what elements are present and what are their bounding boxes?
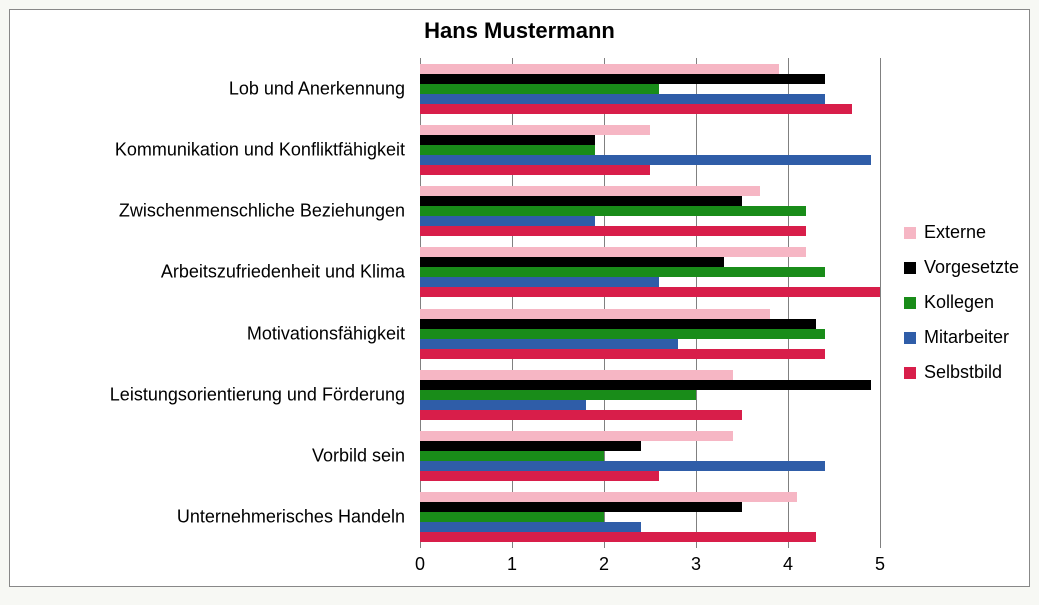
bar: [420, 502, 742, 512]
bar: [420, 380, 871, 390]
category-label: Motivationsfähigkeit: [10, 323, 405, 344]
legend-label: Mitarbeiter: [924, 327, 1009, 348]
gridline: [880, 58, 881, 548]
gridline: [696, 58, 697, 548]
bar: [420, 145, 595, 155]
bar: [420, 155, 871, 165]
legend-item: Mitarbeiter: [904, 327, 1019, 348]
bar: [420, 390, 696, 400]
bar: [420, 165, 650, 175]
bar: [420, 247, 806, 257]
chart-title: Hans Mustermann: [10, 18, 1029, 44]
bar: [420, 451, 604, 461]
gridline: [788, 58, 789, 548]
legend-item: Kollegen: [904, 292, 1019, 313]
bar: [420, 196, 742, 206]
x-tick-label: 5: [875, 554, 885, 575]
x-tick-label: 2: [599, 554, 609, 575]
bar: [420, 104, 852, 114]
bar: [420, 309, 770, 319]
category-label: Vorbild sein: [10, 446, 405, 467]
category-label: Kommunikation und Konfliktfähigkeit: [10, 139, 405, 160]
bar: [420, 329, 825, 339]
category-label: Lob und Anerkennung: [10, 78, 405, 99]
x-tick-label: 3: [691, 554, 701, 575]
legend-label: Externe: [924, 222, 986, 243]
bar: [420, 135, 595, 145]
bar: [420, 400, 586, 410]
bar: [420, 441, 641, 451]
legend-item: Selbstbild: [904, 362, 1019, 383]
bar: [420, 74, 825, 84]
x-tick-label: 1: [507, 554, 517, 575]
bar: [420, 267, 825, 277]
bar: [420, 257, 724, 267]
bar: [420, 532, 816, 542]
bar: [420, 492, 797, 502]
category-label: Arbeitszufriedenheit und Klima: [10, 262, 405, 283]
x-tick-label: 0: [415, 554, 425, 575]
legend-swatch: [904, 332, 916, 344]
bar: [420, 64, 779, 74]
bar: [420, 431, 733, 441]
bar: [420, 349, 825, 359]
category-label: Leistungsorientierung und Förderung: [10, 384, 405, 405]
legend-label: Kollegen: [924, 292, 994, 313]
bar: [420, 339, 678, 349]
bar: [420, 522, 641, 532]
bar: [420, 84, 659, 94]
bar: [420, 226, 806, 236]
bar: [420, 370, 733, 380]
plot-area: [420, 58, 880, 548]
legend-item: Externe: [904, 222, 1019, 243]
legend-swatch: [904, 297, 916, 309]
x-tick-label: 4: [783, 554, 793, 575]
bar: [420, 461, 825, 471]
legend-swatch: [904, 227, 916, 239]
bar: [420, 125, 650, 135]
category-label: Zwischenmenschliche Beziehungen: [10, 201, 405, 222]
chart-container: Hans Mustermann 0 1 2 3 4 5 Lob und Anerkennu…: [9, 9, 1030, 587]
bar: [420, 319, 816, 329]
legend-swatch: [904, 367, 916, 379]
bar: [420, 206, 806, 216]
category-label: Unternehmerisches Handeln: [10, 507, 405, 528]
bar: [420, 94, 825, 104]
bar: [420, 216, 595, 226]
bar: [420, 186, 760, 196]
bar: [420, 471, 659, 481]
legend-swatch: [904, 262, 916, 274]
legend-label: Vorgesetzte: [924, 257, 1019, 278]
legend-label: Selbstbild: [924, 362, 1002, 383]
legend-item: Vorgesetzte: [904, 257, 1019, 278]
bar: [420, 277, 659, 287]
legend: Externe Vorgesetzte Kollegen Mitarbeiter Sel…: [904, 222, 1019, 397]
bar: [420, 512, 604, 522]
bar: [420, 410, 742, 420]
bar: [420, 287, 880, 297]
